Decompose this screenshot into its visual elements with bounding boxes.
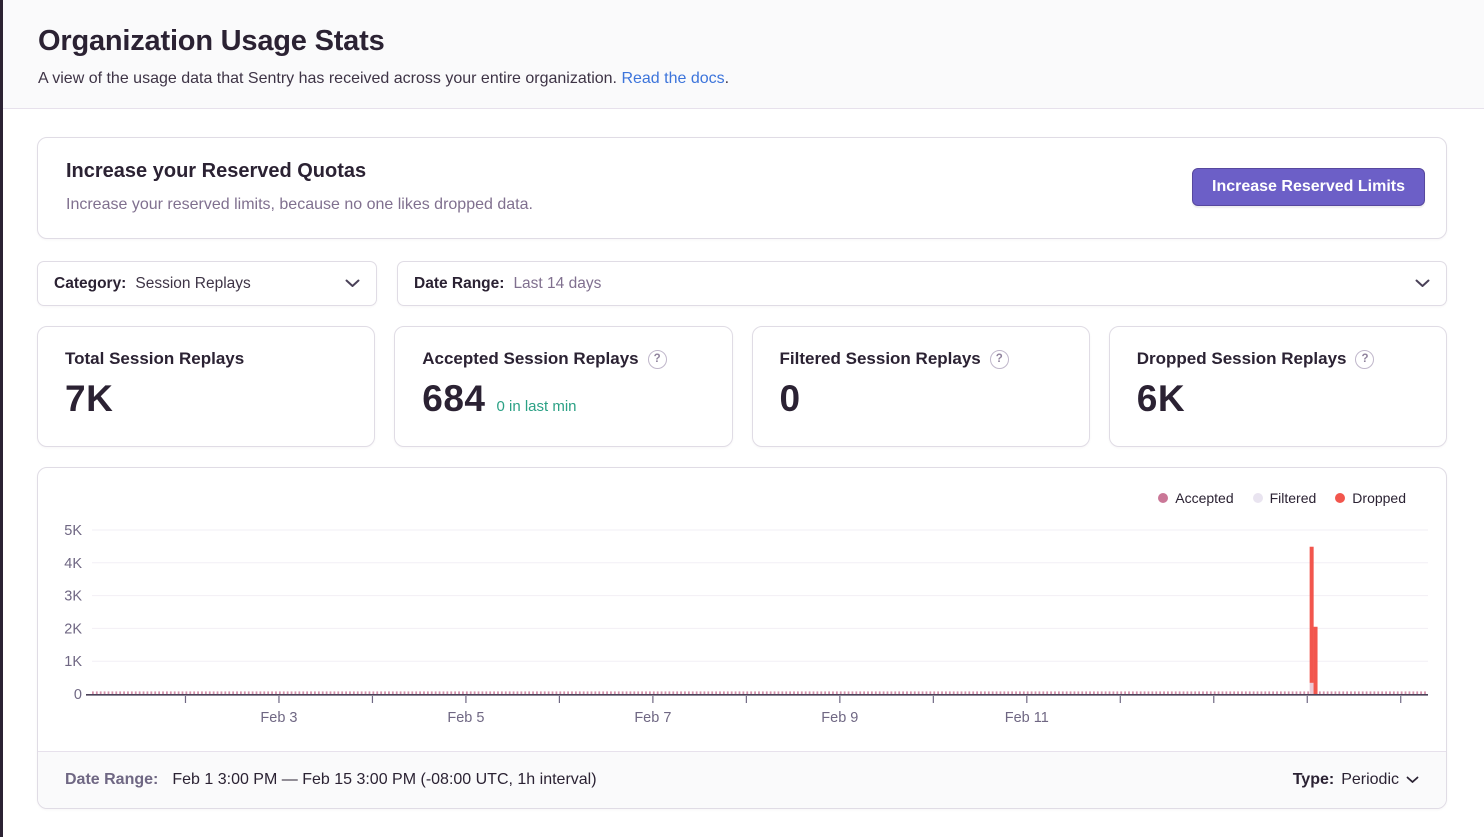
- chart-type-value: Periodic: [1341, 771, 1399, 788]
- page-subtitle: A view of the usage data that Sentry has…: [38, 70, 1444, 88]
- help-icon[interactable]: ?: [647, 349, 667, 369]
- quota-banner-description: Increase your reserved limits, because n…: [66, 196, 533, 213]
- quota-banner-text: Increase your Reserved Quotas Increase y…: [66, 160, 533, 214]
- svg-text:Feb 3: Feb 3: [260, 710, 297, 726]
- date-range-dropdown-label: Date Range:: [414, 274, 505, 292]
- legend-label: Dropped: [1352, 490, 1406, 506]
- svg-text:1K: 1K: [64, 654, 82, 670]
- usage-chart-panel: Accepted Filtered Dropped 0 1K 2K 3K 4K 5K Feb…: [37, 467, 1447, 809]
- svg-text:Feb 9: Feb 9: [821, 710, 858, 726]
- score-card-value: 0: [779, 378, 801, 419]
- legend-label: Accepted: [1175, 490, 1234, 506]
- read-the-docs-link[interactable]: Read the docs: [621, 70, 725, 87]
- score-card-row: Total Session Replays 7K Accepted Sessio…: [37, 326, 1447, 447]
- quota-banner-title: Increase your Reserved Quotas: [66, 160, 367, 182]
- svg-text:Feb 5: Feb 5: [447, 710, 484, 726]
- svg-text:2K: 2K: [64, 621, 82, 637]
- category-dropdown-label: Category:: [54, 274, 127, 292]
- svg-text:Feb 11: Feb 11: [1005, 710, 1049, 726]
- score-card-title: Filtered Session Replays: [779, 349, 981, 368]
- help-icon[interactable]: ?: [1355, 349, 1375, 369]
- svg-text:Feb 7: Feb 7: [634, 710, 671, 726]
- date-range-dropdown[interactable]: Date Range: Last 14 days: [397, 261, 1447, 306]
- chart-footer-date-range: Date Range: Feb 1 3:00 PM — Feb 15 3:00 …: [65, 771, 597, 789]
- page-subtitle-period: .: [724, 70, 730, 87]
- score-card-accepted: Accepted Session Replays ? 684 0 in last…: [394, 326, 733, 447]
- usage-bar-chart: 0 1K 2K 3K 4K 5K Feb 3 Feb 5 Feb 7 Feb 9 Feb 11: [56, 518, 1428, 735]
- score-card-value: 7K: [65, 378, 114, 419]
- date-range-dropdown-value: Last 14 days: [513, 274, 602, 292]
- chart-footer: Date Range: Feb 1 3:00 PM — Feb 15 3:00 …: [38, 751, 1446, 808]
- page-left-edge: [0, 0, 3, 837]
- svg-text:4K: 4K: [64, 556, 82, 572]
- score-card-trend: 0 in last min: [496, 398, 577, 415]
- legend-dot-dropped-icon: [1335, 493, 1346, 503]
- score-card-dropped: Dropped Session Replays ? 6K: [1108, 326, 1447, 447]
- score-card-value: 6K: [1136, 378, 1186, 419]
- main-content: Increase your Reserved Quotas Increase y…: [0, 109, 1484, 837]
- category-dropdown[interactable]: Category: Session Replays: [37, 261, 377, 306]
- score-card-title: Total Session Replays: [65, 349, 245, 368]
- chart-type-label: Type:: [1292, 771, 1335, 788]
- increase-quota-banner: Increase your Reserved Quotas Increase y…: [37, 137, 1447, 239]
- legend-item-filtered[interactable]: Filtered: [1252, 490, 1317, 506]
- page-subtitle-text: A view of the usage data that Sentry has…: [38, 70, 617, 87]
- score-card-title: Dropped Session Replays: [1136, 349, 1347, 368]
- increase-reserved-limits-button[interactable]: Increase Reserved Limits: [1192, 168, 1425, 206]
- usage-chart-body: Accepted Filtered Dropped 0 1K 2K 3K 4K 5K Feb…: [38, 468, 1446, 751]
- chart-type-dropdown[interactable]: Type: Periodic: [1293, 771, 1419, 789]
- score-card-filtered: Filtered Session Replays ? 0: [751, 326, 1090, 447]
- score-card-total: Total Session Replays 7K: [37, 326, 376, 447]
- score-card-value: 684: [422, 378, 486, 419]
- help-icon[interactable]: ?: [989, 349, 1009, 369]
- chart-legend: Accepted Filtered Dropped: [56, 490, 1406, 506]
- chart-footer-date-range-value: Feb 1 3:00 PM — Feb 15 3:00 PM (-08:00 U…: [172, 771, 597, 788]
- legend-item-dropped[interactable]: Dropped: [1335, 490, 1406, 506]
- legend-label: Filtered: [1269, 490, 1317, 506]
- chart-footer-date-range-label: Date Range:: [65, 771, 159, 788]
- legend-dot-filtered-icon: [1252, 493, 1263, 503]
- page-header: Organization Usage Stats A view of the u…: [0, 0, 1484, 109]
- chevron-down-icon: [1415, 279, 1430, 288]
- svg-text:3K: 3K: [64, 589, 82, 605]
- category-dropdown-value: Session Replays: [135, 274, 251, 292]
- score-card-title: Accepted Session Replays: [422, 349, 639, 368]
- legend-item-accepted[interactable]: Accepted: [1158, 490, 1234, 506]
- page-title: Organization Usage Stats: [38, 25, 385, 57]
- chevron-down-icon: [1406, 776, 1419, 784]
- filter-row: Category: Session Replays Date Range: La…: [37, 261, 1447, 306]
- svg-text:5K: 5K: [64, 523, 82, 539]
- chevron-down-icon: [345, 279, 360, 288]
- legend-dot-accepted-icon: [1158, 493, 1169, 503]
- svg-text:0: 0: [74, 687, 82, 703]
